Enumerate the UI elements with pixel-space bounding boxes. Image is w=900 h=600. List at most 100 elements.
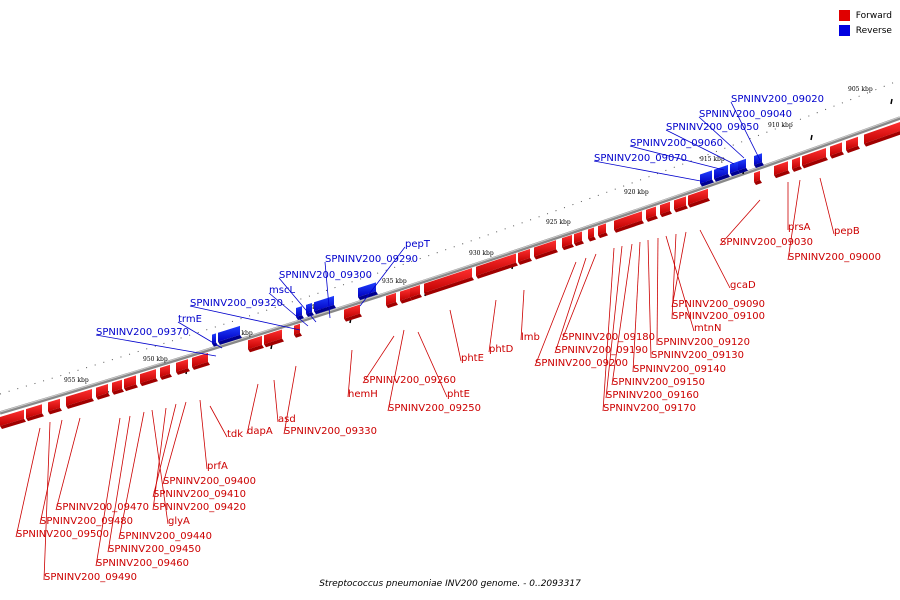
forward-gene bbox=[400, 288, 410, 301]
forward-gene-label: phtE bbox=[447, 389, 470, 400]
reverse-gene-label: SPNINV200_09370 bbox=[96, 327, 189, 338]
forward-gene-shadow bbox=[192, 361, 210, 370]
genome-backbone-highlight bbox=[0, 116, 900, 413]
forward-gene bbox=[518, 248, 530, 262]
forward-gene bbox=[864, 122, 900, 144]
scale-tick-label: 920 kbp bbox=[624, 189, 649, 196]
forward-gene-shadow bbox=[476, 262, 518, 279]
leader-line bbox=[43, 421, 51, 581]
forward-gene-label: SPNINV200_09260 bbox=[363, 375, 456, 386]
scale-tick-label: 910 kbp bbox=[768, 122, 793, 129]
genome-caption: Streptococcus pneumoniae INV200 genome. … bbox=[319, 579, 581, 589]
forward-gene-shadow bbox=[124, 384, 138, 392]
forward-gene bbox=[410, 285, 420, 298]
forward-gene-shadow bbox=[140, 378, 158, 387]
reverse-gene bbox=[714, 164, 728, 179]
forward-gene bbox=[754, 170, 760, 182]
leader-line bbox=[359, 246, 406, 307]
forward-gene bbox=[846, 136, 858, 150]
forward-gene-shadow bbox=[792, 166, 802, 172]
reverse-gene-shadow bbox=[212, 342, 218, 347]
leader-line bbox=[632, 241, 641, 373]
reverse-gene-label: SPNINV200_09320 bbox=[190, 298, 283, 309]
label-leaders bbox=[15, 101, 835, 581]
leader-line bbox=[787, 179, 801, 261]
forward-gene bbox=[660, 201, 670, 215]
forward-gene bbox=[674, 196, 686, 210]
reverse-gene-label: SPNINV200_09070 bbox=[594, 153, 687, 164]
forward-gene-label: SPNINV200_09330 bbox=[284, 426, 377, 437]
forward-gene bbox=[0, 409, 24, 426]
leader-line bbox=[324, 261, 331, 319]
reverse-gene bbox=[754, 153, 762, 165]
scale-tick-label: 915 kbp bbox=[700, 156, 725, 163]
leader-line bbox=[362, 335, 395, 384]
forward-gene bbox=[124, 375, 136, 389]
forward-gene-shadow bbox=[176, 368, 190, 375]
forward-gene-shadow bbox=[598, 232, 608, 239]
forward-gene-label: gcaD bbox=[730, 280, 756, 291]
reverse-gene-shadow bbox=[754, 162, 764, 168]
scale-tick-label: 950 kbp bbox=[143, 356, 168, 363]
reverse-gene-label: trmE bbox=[178, 314, 202, 325]
reverse-gene-shadow bbox=[700, 179, 714, 187]
forward-gene-shadow bbox=[424, 277, 474, 296]
forward-gene-shadow bbox=[248, 344, 264, 353]
forward-gene-shadow bbox=[562, 243, 574, 251]
forward-gene bbox=[774, 161, 788, 176]
legend: Forward Reverse bbox=[838, 8, 892, 38]
leader-line bbox=[819, 177, 835, 235]
forward-gene-label: prsA bbox=[788, 222, 811, 233]
leader-line bbox=[671, 231, 687, 308]
reverse-gene-label: mscL bbox=[269, 285, 295, 296]
reverse-gene-shadow bbox=[218, 334, 242, 345]
reverse-gene bbox=[358, 282, 376, 298]
leader-line bbox=[55, 417, 81, 511]
leader-line bbox=[162, 401, 187, 485]
forward-gene bbox=[264, 329, 282, 345]
leader-line bbox=[656, 237, 659, 346]
forward-gene-shadow bbox=[674, 205, 688, 213]
forward-gene bbox=[574, 231, 582, 244]
forward-gene-label: SPNINV200_09100 bbox=[672, 311, 765, 322]
leader-line bbox=[629, 145, 725, 171]
forward-gene-label: SPNINV200_09090 bbox=[672, 299, 765, 310]
forward-gene-label: dapA bbox=[247, 426, 273, 437]
leader-line bbox=[520, 289, 525, 341]
forward-gene-shadow bbox=[48, 407, 62, 415]
leader-line bbox=[189, 305, 301, 331]
forward-gene-label: SPNINV200_09150 bbox=[612, 377, 705, 388]
forward-gene-shadow bbox=[518, 257, 532, 265]
forward-gene-label: lmb bbox=[521, 332, 540, 343]
forward-gene-label: phtE bbox=[461, 353, 484, 364]
forward-gene-label: tdk bbox=[227, 429, 243, 440]
scale-tick-label: 905 kbp bbox=[848, 86, 873, 93]
leader-line bbox=[611, 243, 633, 386]
leader-line bbox=[665, 235, 695, 332]
forward-gene-label: SPNINV200_09250 bbox=[388, 403, 481, 414]
forward-gene-shadow bbox=[410, 294, 422, 301]
reverse-gene bbox=[212, 333, 216, 344]
forward-gene bbox=[344, 304, 360, 319]
leader-line bbox=[561, 253, 597, 341]
forward-gene-shadow bbox=[646, 215, 658, 222]
scale-tick-label: 935 kbp bbox=[382, 278, 407, 285]
forward-gene-label: SPNINV200_09200 bbox=[535, 358, 628, 369]
forward-swatch bbox=[838, 10, 850, 21]
leader-line bbox=[199, 399, 208, 470]
leader-line bbox=[283, 365, 297, 435]
reverse-gene-label: SPNINV200_09060 bbox=[630, 138, 723, 149]
forward-gene bbox=[688, 188, 708, 205]
forward-gene-label: SPNINV200_09470 bbox=[56, 502, 149, 513]
leader-line bbox=[246, 383, 259, 435]
scale-tick-mark bbox=[890, 98, 893, 105]
reverse-gene-label: SPNINV200_09050 bbox=[666, 122, 759, 133]
leader-line bbox=[698, 116, 745, 159]
forward-gene-shadow bbox=[294, 332, 302, 338]
forward-gene-label: SPNINV200_09400 bbox=[163, 476, 256, 487]
legend-forward-label: Forward bbox=[855, 10, 892, 21]
forward-gene-shadow bbox=[754, 179, 762, 185]
forward-gene bbox=[476, 253, 516, 276]
forward-gene bbox=[176, 359, 188, 372]
